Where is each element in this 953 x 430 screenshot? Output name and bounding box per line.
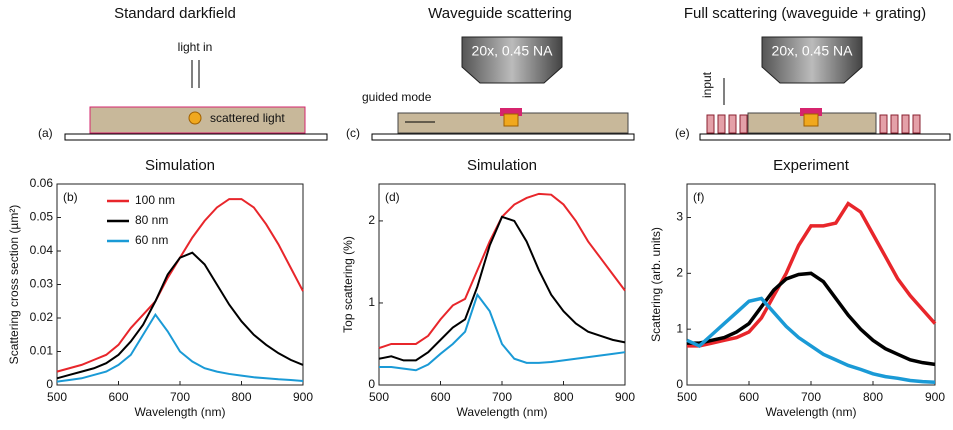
panel-label: (d) xyxy=(385,190,400,204)
y-axis-label: Top scattering (%) xyxy=(341,236,355,333)
substrate xyxy=(371,133,635,141)
data-line xyxy=(56,251,304,380)
y-tick-label: 0.05 xyxy=(30,210,54,224)
y-tick-label: 0 xyxy=(676,377,683,391)
x-tick-label: 900 xyxy=(615,390,635,404)
legend-label: 60 nm xyxy=(135,233,168,247)
annotation: light in xyxy=(178,40,213,54)
y-tick-label: 3 xyxy=(676,210,683,224)
x-tick-label: 600 xyxy=(739,390,759,404)
x-tick-label: 500 xyxy=(677,390,697,404)
substrate xyxy=(699,133,951,141)
chart-title: Simulation xyxy=(145,157,215,174)
y-tick-label: 0.01 xyxy=(30,344,54,358)
x-tick-label: 500 xyxy=(369,390,389,404)
y-tick-label: 0.06 xyxy=(30,176,54,190)
objective xyxy=(461,36,563,84)
data-line xyxy=(687,271,936,367)
x-tick-label: 500 xyxy=(47,390,67,404)
panel-title: Standard darkfield xyxy=(114,5,236,22)
grating-teeth xyxy=(706,114,921,134)
particle xyxy=(803,113,819,127)
x-tick-label: 800 xyxy=(863,390,883,404)
x-tick-label: 700 xyxy=(170,390,190,404)
y-tick-label: 2 xyxy=(368,213,375,227)
legend-label: 80 nm xyxy=(135,213,168,227)
grating xyxy=(800,108,822,116)
data-line xyxy=(56,312,304,383)
y-tick-label: 0.04 xyxy=(30,243,54,257)
y-tick-label: 2 xyxy=(676,266,683,280)
panel-label: (f) xyxy=(693,190,704,204)
diagram-c: Waveguide scattering 20x, 0.45 NA guided… xyxy=(346,5,635,141)
y-tick-label: 1 xyxy=(368,295,375,309)
annotation: input xyxy=(700,71,714,98)
x-tick-label: 700 xyxy=(801,390,821,404)
data-line xyxy=(687,201,937,348)
panel-title: Full scattering (waveguide + grating) xyxy=(684,5,926,22)
grating xyxy=(500,108,522,116)
y-tick-label: 1 xyxy=(676,321,683,335)
objective-label: 20x, 0.45 NA xyxy=(772,43,854,59)
panel-label: (b) xyxy=(63,190,78,204)
x-axis-label: Wavelength (nm) xyxy=(135,405,226,419)
panel-title: Waveguide scattering xyxy=(428,5,572,22)
y-axis-label: Scattering (arb. units) xyxy=(649,227,663,342)
y-axis-label: Scattering cross section (µm²) xyxy=(7,205,21,365)
x-tick-label: 700 xyxy=(492,390,512,404)
y-tick-label: 0 xyxy=(368,377,375,391)
annotation: scattered light xyxy=(210,111,285,125)
x-axis-label: Wavelength (nm) xyxy=(457,405,548,419)
panel-label: (a) xyxy=(38,126,53,140)
substrate xyxy=(64,133,328,141)
plot-frame xyxy=(378,183,626,386)
x-axis-label: Wavelength (nm) xyxy=(766,405,857,419)
diagram-e: Full scattering (waveguide + grating) 20… xyxy=(675,5,951,141)
y-tick-label: 0.03 xyxy=(30,277,54,291)
y-tick-label: 0 xyxy=(46,377,53,391)
particle xyxy=(503,113,519,127)
x-tick-label: 800 xyxy=(231,390,251,404)
y-tick-label: 0.02 xyxy=(30,310,54,324)
particle xyxy=(188,111,202,125)
x-tick-label: 900 xyxy=(293,390,313,404)
data-line xyxy=(378,215,626,362)
data-line xyxy=(379,292,626,372)
objective-label: 20x, 0.45 NA xyxy=(472,43,554,59)
annotation: guided mode xyxy=(362,90,432,104)
data-line xyxy=(686,296,936,384)
plot-frame xyxy=(56,183,304,386)
x-tick-label: 800 xyxy=(553,390,573,404)
legend-label: 100 nm xyxy=(135,193,175,207)
x-tick-label: 900 xyxy=(925,390,945,404)
panel-label: (c) xyxy=(346,126,360,140)
diagram-a: Standard darkfield light in scattered li… xyxy=(38,5,328,141)
panel-label: (e) xyxy=(675,126,690,140)
chart-title: Simulation xyxy=(467,157,537,174)
chart-title: Experiment xyxy=(773,157,850,174)
objective xyxy=(761,36,863,84)
x-tick-label: 600 xyxy=(108,390,128,404)
x-tick-label: 600 xyxy=(430,390,450,404)
